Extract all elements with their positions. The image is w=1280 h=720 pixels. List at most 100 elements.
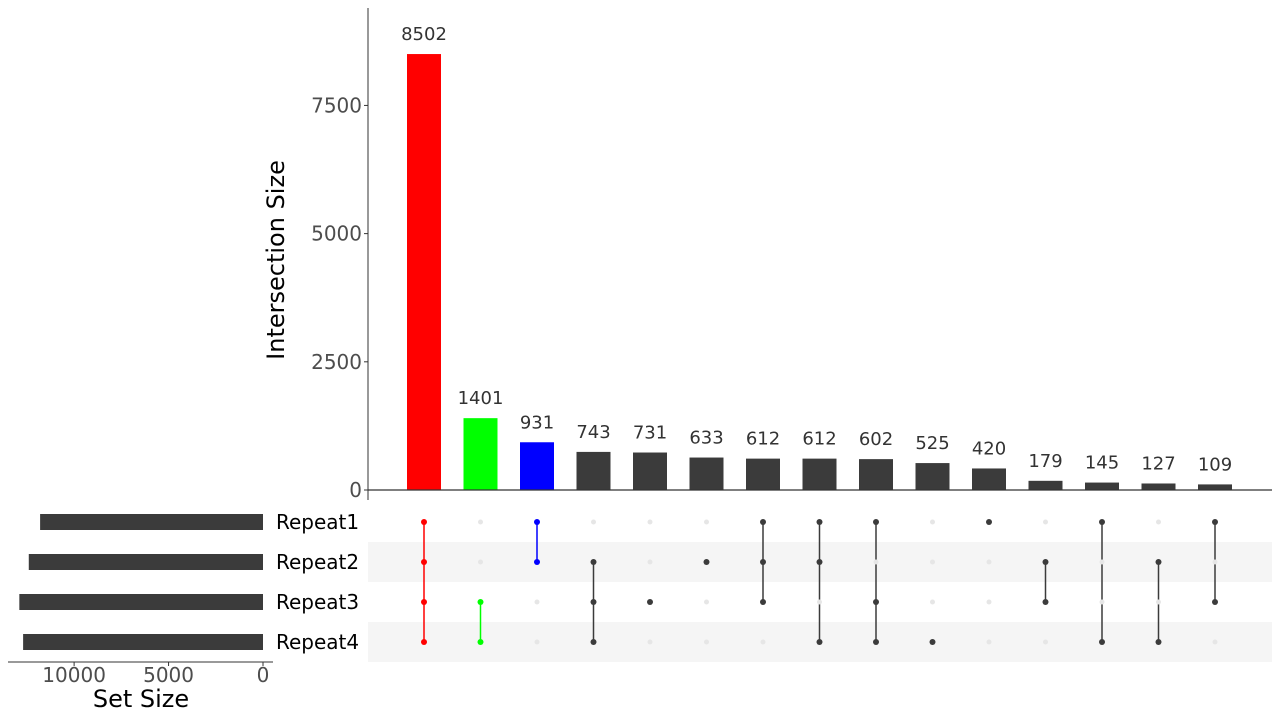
intersection-bar	[1028, 480, 1063, 490]
matrix-dot-active	[816, 639, 823, 645]
y-axis-title: Intersection Size	[262, 160, 290, 360]
matrix-dot-inactive	[760, 639, 766, 645]
axes: 0 2500 5000 7500 10000 5000 0	[8, 8, 1272, 687]
intersection-value-label: 612	[802, 429, 836, 450]
matrix-dot-active	[816, 559, 823, 565]
matrix-dot-active	[1099, 519, 1105, 525]
intersection-value-label: 633	[689, 428, 723, 449]
matrix-dot-inactive	[1156, 519, 1161, 525]
matrix-dot-active	[1212, 599, 1218, 605]
matrix-dot-active	[703, 559, 710, 565]
intersection-value-label: 525	[915, 433, 949, 454]
intersection-matrix	[421, 519, 1218, 645]
matrix-dot-inactive	[647, 639, 653, 645]
matrix-dot-active	[534, 519, 540, 525]
intersection-bar	[576, 451, 611, 490]
intersection-value-label: 731	[633, 423, 667, 444]
matrix-dot-active	[760, 599, 766, 605]
matrix-dot-inactive	[1156, 599, 1161, 605]
set-size-bar	[23, 634, 263, 650]
y-tick-label: 0	[349, 478, 362, 502]
matrix-dot-active	[421, 639, 427, 645]
matrix-dot-inactive	[534, 639, 540, 645]
set-name-label: Repeat1	[276, 510, 359, 534]
matrix-dot-active	[1099, 639, 1105, 645]
intersection-bar	[463, 418, 498, 490]
matrix-dot-active	[1155, 639, 1162, 645]
intersection-bar	[859, 459, 893, 490]
intersection-bar	[520, 442, 554, 490]
matrix-dot-active	[421, 559, 427, 565]
matrix-dot-inactive	[930, 599, 935, 605]
matrix-dot-inactive	[704, 519, 709, 525]
matrix-dot-active	[590, 559, 597, 565]
set-size-bar	[28, 554, 264, 570]
matrix-dot-inactive	[1043, 519, 1048, 525]
set-size-tick-label: 0	[257, 663, 270, 687]
matrix-dot-inactive	[1212, 639, 1218, 645]
intersection-bar	[915, 463, 950, 490]
matrix-dot-active	[421, 519, 427, 525]
intersection-bar	[407, 54, 441, 490]
intersection-bar	[802, 458, 837, 490]
set-size-bars	[19, 514, 264, 650]
matrix-dot-inactive	[1099, 599, 1105, 605]
intersection-bar	[1141, 483, 1176, 490]
set-size-axis-title: Set Size	[93, 685, 189, 713]
matrix-dot-active	[760, 519, 766, 525]
intersection-bar	[1085, 482, 1119, 490]
matrix-dot-inactive	[591, 519, 596, 525]
intersection-value-label: 127	[1141, 453, 1175, 474]
matrix-dot-inactive	[1043, 639, 1048, 645]
matrix-dot-inactive	[478, 559, 483, 565]
set-name-label: Repeat3	[276, 590, 359, 614]
matrix-dot-inactive	[1099, 559, 1105, 565]
intersection-value-label: 931	[520, 412, 554, 433]
intersection-value-label: 145	[1085, 453, 1119, 474]
set-size-bar	[19, 594, 264, 610]
matrix-dot-inactive	[478, 519, 483, 525]
matrix-dot-inactive	[873, 559, 879, 565]
intersection-value-label: 602	[859, 429, 893, 450]
matrix-dot-inactive	[930, 559, 935, 565]
matrix-dot-active	[816, 519, 823, 525]
set-name-label: Repeat2	[276, 550, 359, 574]
set-size-tick-label: 5000	[143, 663, 194, 687]
matrix-dot-active	[873, 519, 879, 525]
matrix-dot-active	[873, 639, 879, 645]
set-name-label: Repeat4	[276, 630, 359, 654]
matrix-dot-active	[986, 519, 992, 525]
intersection-value-label: 612	[746, 429, 780, 450]
matrix-dot-active	[929, 639, 936, 645]
matrix-dot-active	[477, 599, 484, 605]
intersection-bar	[633, 452, 667, 490]
intersection-value-label: 8502	[401, 24, 447, 45]
matrix-dot-inactive	[986, 599, 992, 605]
intersection-value-label: 743	[576, 422, 610, 443]
intersection-bar	[746, 458, 780, 490]
matrix-dot-active	[1042, 559, 1049, 565]
intersection-value-label: 179	[1028, 451, 1062, 472]
matrix-dot-active	[477, 639, 484, 645]
matrix-dot-active	[590, 599, 597, 605]
intersection-bar	[1198, 484, 1232, 490]
matrix-dot-active	[647, 599, 653, 605]
set-size-bar	[40, 514, 263, 530]
matrix-dot-inactive	[704, 639, 709, 645]
y-tick-label: 2500	[311, 350, 362, 374]
matrix-dot-active	[590, 639, 597, 645]
matrix-dot-active	[1212, 519, 1218, 525]
set-size-tick-label: 10000	[42, 663, 106, 687]
matrix-dot-inactive	[647, 559, 653, 565]
matrix-dot-inactive	[1212, 559, 1218, 565]
matrix-dot-inactive	[647, 519, 653, 525]
intersection-bar-labels: 8502 1401 931 743 731 633 612 612 602 525 420 179 14…	[401, 24, 1232, 475]
intersection-bar	[689, 457, 724, 490]
matrix-dot-inactive	[817, 599, 822, 605]
matrix-dot-active	[1042, 599, 1049, 605]
y-tick-label: 7500	[311, 93, 362, 117]
matrix-dot-inactive	[930, 519, 935, 525]
matrix-dot-active	[873, 599, 879, 605]
intersection-bars	[407, 54, 1232, 490]
